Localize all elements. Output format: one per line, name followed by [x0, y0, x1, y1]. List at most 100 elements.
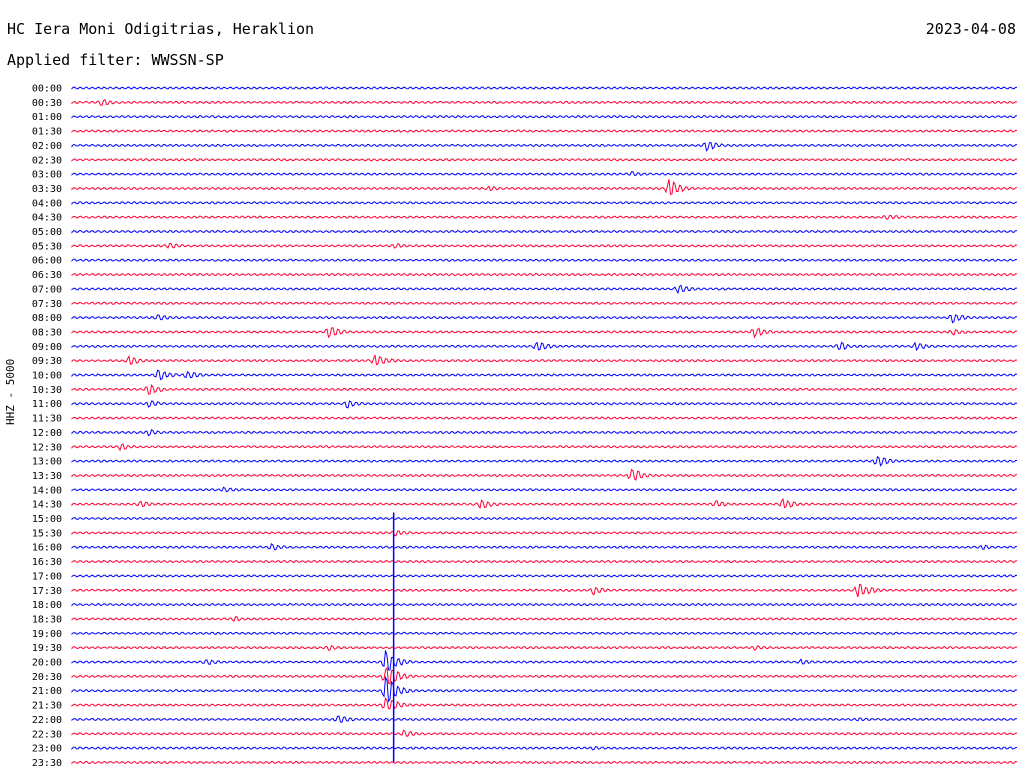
row-time-label: 10:00 — [32, 371, 62, 382]
seismogram-trace — [71, 327, 1018, 339]
row-time-label: 08:00 — [32, 313, 62, 324]
row-time-label: 09:30 — [32, 356, 62, 367]
row-time-label: 04:30 — [32, 213, 62, 224]
row-time-label: 01:00 — [32, 112, 62, 123]
row-time-label: 21:30 — [32, 701, 62, 712]
row-time-label: 07:30 — [32, 299, 62, 310]
row-time-label: 16:30 — [32, 557, 62, 568]
seismogram-trace — [71, 468, 1018, 481]
row-time-label: 23:30 — [32, 758, 62, 769]
row-time-label: 05:30 — [32, 241, 62, 252]
plot-header: HC Iera Moni Odigitrias, Heraklion 2023-… — [0, 0, 1024, 80]
seismogram-trace — [71, 242, 1018, 249]
seismogram-trace — [71, 631, 1018, 635]
seismogram-trace — [71, 98, 1017, 106]
row-time-label: 14:00 — [32, 485, 62, 496]
row-time-label: 04:00 — [32, 198, 62, 209]
row-time-label: 14:30 — [32, 500, 62, 511]
seismogram-trace — [71, 230, 1018, 234]
seismogram-trace — [71, 574, 1018, 578]
row-time-label: 17:30 — [32, 586, 62, 597]
filter-label: Applied filter: WWSSN-SP — [7, 51, 224, 69]
row-time-label: 03:30 — [32, 184, 62, 195]
row-time-label: 05:00 — [32, 227, 62, 238]
seismogram-trace — [71, 517, 1018, 521]
station-title: HC Iera Moni Odigitrias, Heraklion — [7, 20, 315, 38]
seismogram-trace — [71, 760, 1018, 765]
seismogram-trace — [71, 141, 1018, 152]
seismogram-trace — [71, 314, 1017, 324]
seismogram-trace — [71, 354, 1018, 366]
seismogram-trace — [71, 301, 1017, 305]
row-time-label: 17:00 — [32, 571, 62, 582]
seismogram-trace — [71, 416, 1018, 420]
seismogram-trace — [71, 560, 1017, 564]
seismogram-trace — [71, 543, 1018, 551]
row-time-label: 02:30 — [32, 155, 62, 166]
seismogram-trace — [71, 214, 1018, 220]
seismogram-trace — [71, 603, 1017, 607]
row-time-label: 16:00 — [32, 543, 62, 554]
seismogram-trace — [71, 171, 1018, 176]
seismogram-trace — [71, 115, 1018, 119]
row-time-label: 18:30 — [32, 614, 62, 625]
row-time-label: 10:30 — [32, 385, 62, 396]
seismogram-trace — [71, 497, 1018, 510]
seismogram-trace — [71, 666, 1017, 685]
row-time-label: 09:00 — [32, 342, 62, 353]
seismogram-trace — [71, 273, 1018, 277]
seismogram-trace — [71, 284, 1017, 295]
row-time-label: 13:30 — [32, 471, 62, 482]
seismogram-trace — [71, 650, 1018, 671]
row-time-label: 20:00 — [32, 658, 62, 669]
seismogram-trace — [71, 455, 1017, 467]
row-time-label: 08:30 — [32, 327, 62, 338]
seismogram-trace — [71, 400, 1018, 409]
seismogram-trace — [71, 86, 1018, 90]
seismogram-trace — [71, 384, 1018, 395]
seismogram-trace — [71, 729, 1018, 737]
row-time-label: 18:00 — [32, 600, 62, 611]
seismogram-trace — [71, 201, 1018, 205]
seismogram-trace — [71, 158, 1017, 162]
row-time-label: 00:00 — [32, 84, 62, 95]
row-time-label: 11:00 — [32, 399, 62, 410]
plot-date: 2023-04-08 — [925, 20, 1016, 38]
seismogram-trace — [71, 341, 1017, 352]
row-time-label: 15:30 — [32, 528, 62, 539]
seismogram-trace — [71, 429, 1017, 437]
row-time-label: 11:30 — [32, 414, 62, 425]
row-time-label: 01:30 — [32, 127, 62, 138]
seismogram-trace — [71, 675, 1018, 703]
row-time-label: 15:00 — [32, 514, 62, 525]
row-time-label: 07:00 — [32, 284, 62, 295]
seismogram-trace — [71, 129, 1018, 133]
seismogram-trace — [71, 443, 1018, 452]
row-time-label: 03:00 — [32, 170, 62, 181]
seismogram-trace — [71, 486, 1018, 493]
row-time-label: 12:30 — [32, 442, 62, 453]
seismogram-trace — [71, 179, 1017, 195]
row-time-label: 00:30 — [32, 98, 62, 109]
seismogram-trace — [71, 258, 1018, 262]
row-time-label: 19:30 — [32, 643, 62, 654]
seismogram-trace — [71, 583, 1018, 598]
seismogram-trace — [71, 616, 1018, 623]
seismogram-trace — [71, 530, 1018, 537]
row-time-label: 06:00 — [32, 256, 62, 267]
row-time-label: 22:00 — [32, 715, 62, 726]
row-time-label: 23:00 — [32, 744, 62, 755]
seismogram-trace — [71, 697, 1018, 710]
row-time-label: 12:00 — [32, 428, 62, 439]
row-time-label: 21:00 — [32, 686, 62, 697]
row-time-label: 22:30 — [32, 729, 62, 740]
seismogram-trace — [71, 715, 1018, 723]
row-time-label: 06:30 — [32, 270, 62, 281]
seismogram-trace — [71, 369, 1018, 381]
row-time-label: 02:00 — [32, 141, 62, 152]
row-time-label: 19:00 — [32, 629, 62, 640]
row-time-label: 13:00 — [32, 457, 62, 468]
row-time-label: 20:30 — [32, 672, 62, 683]
seismogram-trace — [71, 644, 1017, 652]
